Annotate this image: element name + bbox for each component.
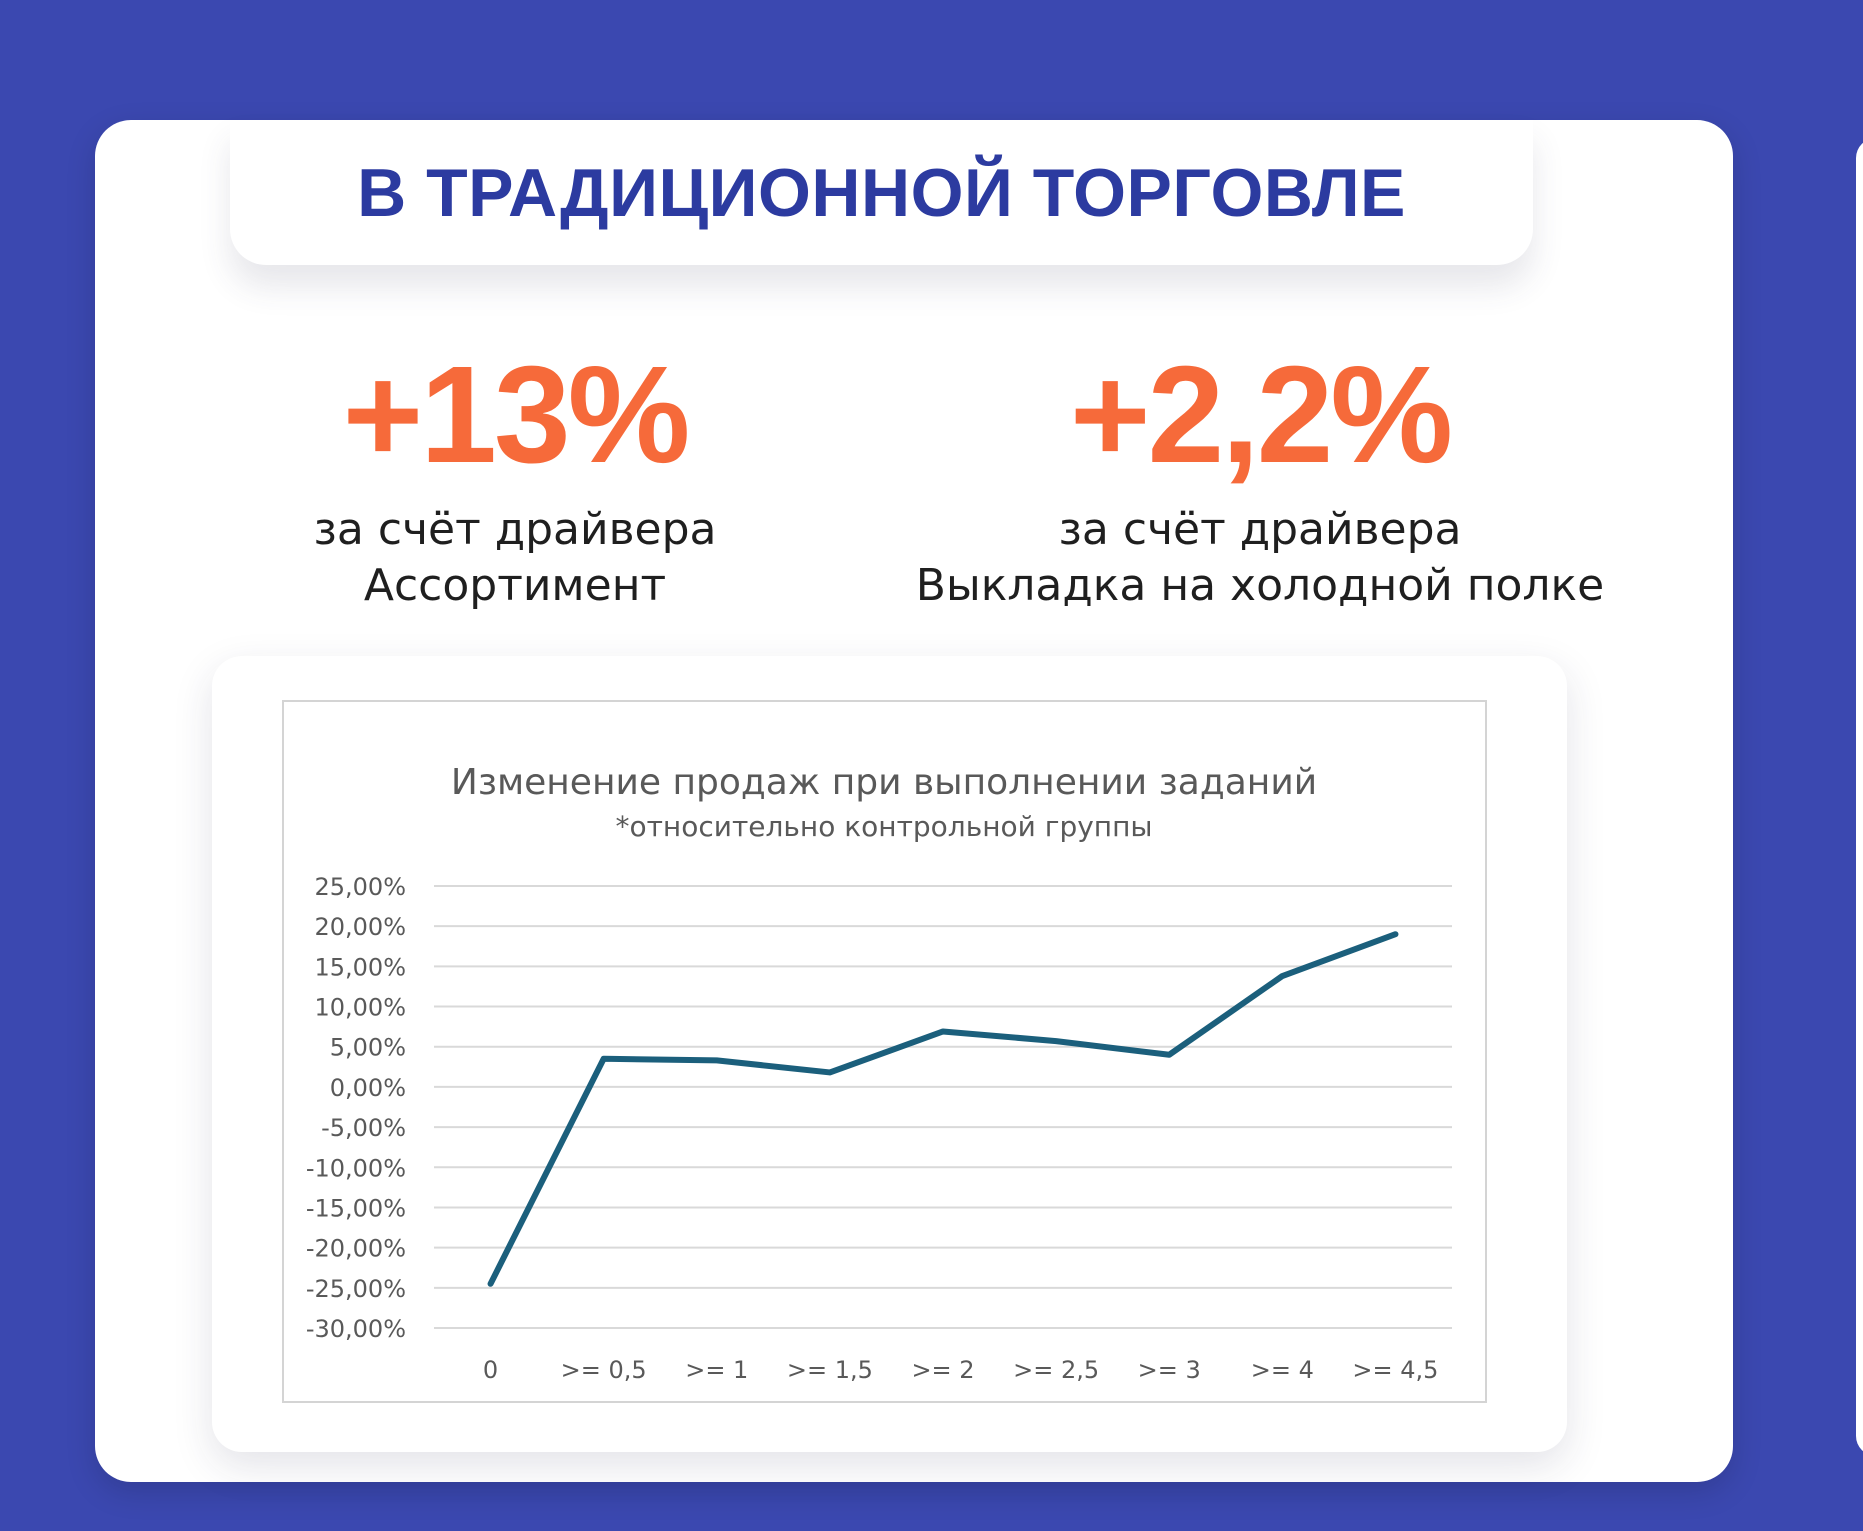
stat-value: +2,2%: [1069, 338, 1453, 492]
y-tick-label: 15,00%: [314, 953, 406, 981]
chart-title: Изменение продаж при выполнении заданий: [451, 762, 1317, 803]
data-point: [828, 1071, 831, 1074]
stat-caption: за счёт драйвера Выкладка на холодной по…: [880, 502, 1640, 614]
stat-caption-line1: за счёт драйвера: [1058, 504, 1462, 555]
gridlines: [434, 885, 1452, 1329]
x-tick-label: >= 3: [1138, 1356, 1201, 1384]
y-tick-label: 20,00%: [314, 913, 406, 941]
page-title: В ТРАДИЦИОННОЙ ТОРГОВЛЕ: [357, 154, 1406, 231]
y-tick-label: 25,00%: [314, 873, 406, 901]
data-point: [1168, 1053, 1171, 1056]
x-tick-label: >= 4,5: [1352, 1356, 1438, 1384]
y-tick-label: 10,00%: [314, 994, 406, 1022]
data-point: [715, 1059, 718, 1062]
y-tick-label: -30,00%: [306, 1315, 406, 1343]
series: [487, 931, 1399, 1287]
x-tick-label: >= 1,5: [787, 1356, 873, 1384]
data-point: [1281, 975, 1284, 978]
stat-caption: за счёт драйвера Ассортимент: [260, 502, 770, 614]
y-tick-label: -10,00%: [306, 1154, 406, 1182]
y-tick-label: -5,00%: [321, 1114, 406, 1142]
x-tick-label: >= 1: [685, 1356, 748, 1384]
y-tick-label: 5,00%: [330, 1034, 406, 1062]
adjacent-card-edge: [1856, 138, 1863, 1456]
x-tick-label: >= 4: [1251, 1356, 1314, 1384]
y-tick-label: -25,00%: [306, 1275, 406, 1303]
line-chart: Изменение продаж при выполнении заданий …: [306, 762, 1452, 1384]
chart-subtitle: *относительно контрольной группы: [615, 810, 1152, 843]
chart-frame: Изменение продаж при выполнении заданий …: [282, 700, 1487, 1403]
stat-value: +13%: [342, 338, 691, 492]
data-point: [602, 1057, 605, 1060]
stat-assortment: +13% за счёт драйвера Ассортимент: [260, 346, 770, 614]
y-tick-label: -15,00%: [306, 1194, 406, 1222]
y-axis-ticks: 25,00% 20,00% 15,00% 10,00% 5,00% 0,00% -5,00%…: [306, 873, 406, 1343]
x-tick-label: >= 2,5: [1013, 1356, 1099, 1384]
data-point: [489, 1282, 492, 1285]
data-point: [942, 1030, 944, 1033]
stat-caption-line2: Ассортимент: [363, 560, 667, 611]
title-banner: В ТРАДИЦИОННОЙ ТОРГОВЛЕ: [230, 120, 1533, 265]
stat-cold-shelf: +2,2% за счёт драйвера Выкладка на холод…: [880, 346, 1640, 614]
x-tick-label: 0: [483, 1356, 498, 1384]
x-tick-label: >= 0,5: [561, 1356, 647, 1384]
stat-caption-line1: за счёт драйвера: [313, 504, 717, 555]
data-point: [1394, 933, 1397, 936]
x-axis-ticks: 0 >= 0,5 >= 1 >= 1,5 >= 2 >= 2,5 >= 3 >= 4 >= 4,…: [483, 1356, 1439, 1384]
y-tick-label: 0,00%: [330, 1074, 406, 1102]
data-point: [1055, 1040, 1058, 1043]
y-tick-label: -20,00%: [306, 1235, 406, 1263]
stat-caption-line2: Выкладка на холодной полке: [915, 560, 1605, 611]
x-tick-label: >= 2: [911, 1356, 974, 1384]
series-line: [487, 931, 1399, 1287]
